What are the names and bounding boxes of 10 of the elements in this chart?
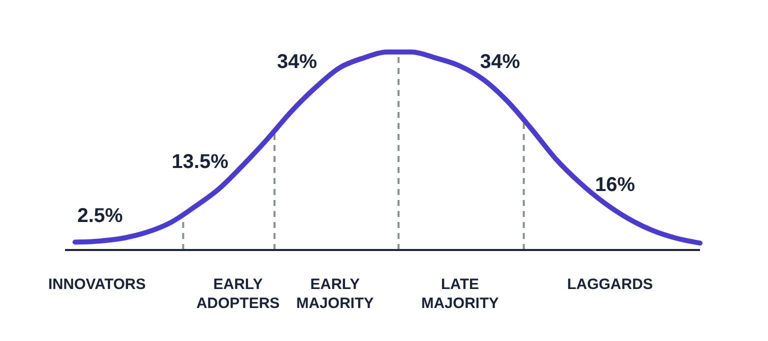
annotation: 34% [480, 51, 520, 73]
annotation: 2.5% [77, 205, 124, 227]
annotation: 13.5% [172, 151, 229, 173]
text: LAGGARDS [567, 276, 653, 293]
annotation: 34% [276, 51, 318, 73]
text: EARLY MAJORITY [296, 276, 374, 312]
text: EARLY ADOPTERS [196, 276, 280, 312]
text: INNOVATORS [48, 276, 146, 293]
text: LATE MAJORITY [421, 276, 499, 312]
annotation: 16% [594, 174, 636, 196]
